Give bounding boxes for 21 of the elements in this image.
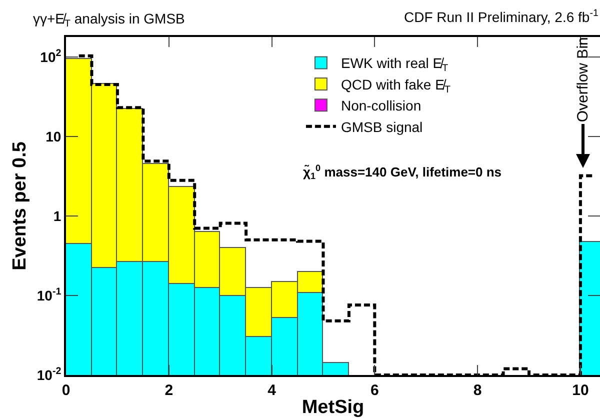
legend-label: EWK with real E̸$_{T}$ — [340, 55, 448, 74]
annotation: Overflow Bin — [574, 37, 592, 122]
x-tick-label: 2 — [164, 382, 174, 399]
x-tick-label: 8 — [473, 382, 482, 399]
chart-title: γγ+E̸$_{T}$ analysis in GMSB — [33, 10, 185, 30]
y-tick-label: 10$^{-1}$ — [36, 286, 62, 304]
legend-label: QCD with fake E̸$_{T}$ — [340, 76, 450, 96]
x-tick-label: 10 — [572, 382, 589, 399]
y-tick-label: 10 — [46, 128, 62, 144]
x-axis-title: MetSig — [302, 397, 364, 418]
y-axis-title: Events per 0.5 — [9, 141, 30, 270]
legend-label: GMSB signal — [340, 118, 423, 135]
y-tick-label: 10$^{2}$ — [40, 48, 62, 65]
x-tick-label: 0 — [62, 382, 70, 399]
legend-label: Non-collision — [340, 98, 422, 114]
y-tick-label: 1 — [53, 208, 62, 224]
text: CDF Run II Preliminary, 2.6 fb$^{-1}$ — [404, 8, 598, 25]
y-tick-label: 10$^{-2}$ — [36, 366, 62, 383]
annotation: χ̃$_{1}$$^{0}$ mass=140 GeV, lifetime=0 ns — [303, 163, 502, 182]
x-tick-label: 4 — [268, 382, 277, 399]
x-tick-label: 6 — [370, 382, 379, 399]
